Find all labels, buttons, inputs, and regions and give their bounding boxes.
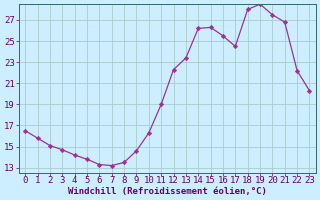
X-axis label: Windchill (Refroidissement éolien,°C): Windchill (Refroidissement éolien,°C) <box>68 187 267 196</box>
